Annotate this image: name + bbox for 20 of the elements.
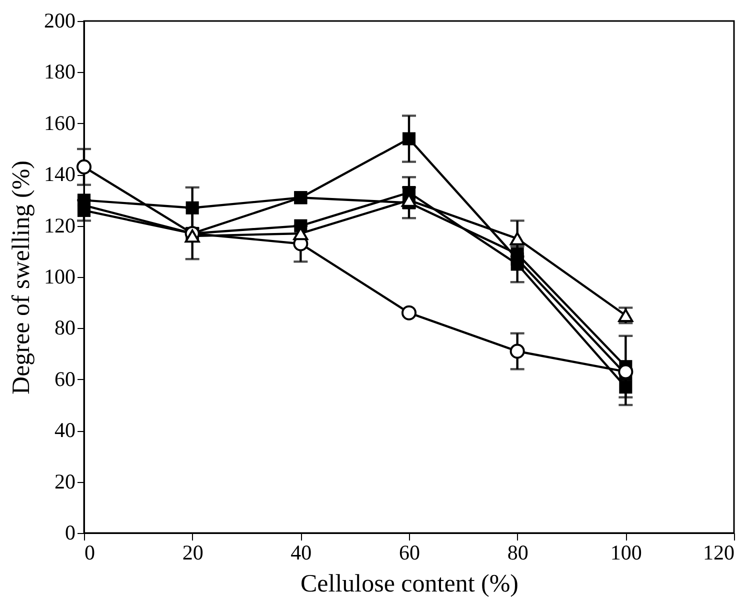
y-tick-label: 60	[54, 366, 76, 391]
y-tick-label: 180	[44, 60, 76, 84]
x-tick-label: 20	[182, 540, 204, 564]
y-tick-label: 0	[65, 520, 76, 544]
y-tick-label: 200	[44, 8, 76, 32]
y-tick-label: 40	[54, 418, 76, 442]
y-tick-label: 20	[54, 469, 76, 494]
y-tick-label: 100	[44, 264, 76, 288]
y-tick-label: 160	[44, 110, 76, 135]
y-tick-label: 80	[54, 316, 76, 340]
y-tick-label: 140	[44, 162, 76, 186]
x-tick-label: 100	[610, 540, 642, 564]
y-axis-title: Degree of swelling (%)	[8, 160, 35, 394]
x-tick-label: 40	[290, 540, 312, 564]
y-tick-label: 120	[44, 213, 76, 238]
x-tick-label: 0	[84, 540, 95, 564]
x-tick-label: 60	[399, 540, 420, 564]
x-tick-label: 80	[507, 540, 528, 564]
x-axis-title: Cellulose content (%)	[300, 570, 518, 598]
x-tick-label: 120	[703, 540, 734, 564]
